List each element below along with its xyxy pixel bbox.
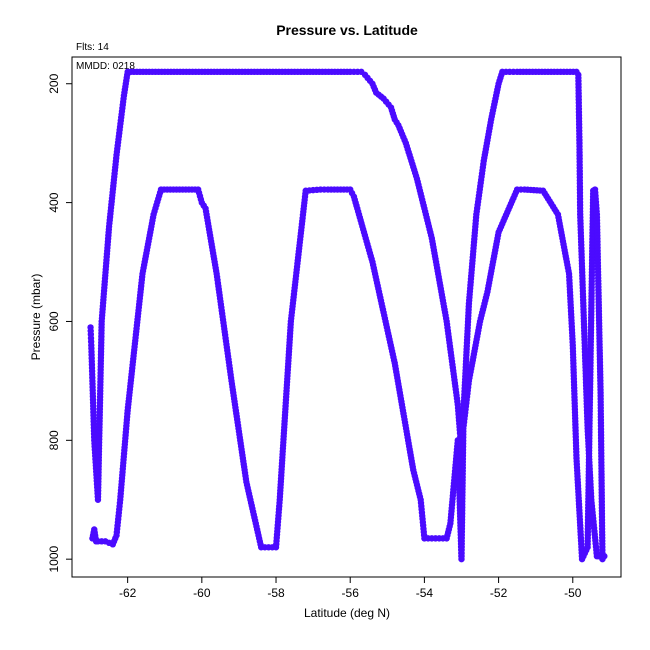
x-axis-label: Latitude (deg N): [304, 606, 390, 620]
x-tick-label: -52: [490, 586, 508, 600]
plot-frame: [72, 57, 621, 577]
y-tick-label: 800: [47, 430, 61, 450]
x-tick-label: -56: [342, 586, 360, 600]
y-axis: 200 400 600 800 1000: [47, 73, 72, 572]
x-tick-label: -60: [193, 586, 211, 600]
y-axis-label: Pressure (mbar): [29, 274, 43, 361]
x-tick-label: -58: [267, 586, 285, 600]
x-tick-label: -50: [564, 586, 582, 600]
y-tick-label: 1000: [47, 546, 61, 573]
y-tick-label: 600: [47, 311, 61, 331]
data-point: [601, 553, 607, 559]
chart-title: Pressure vs. Latitude: [276, 22, 418, 38]
x-tick-label: -62: [119, 586, 137, 600]
data-points: [87, 69, 607, 563]
y-tick-label: 200: [47, 73, 61, 93]
flights-annotation: Flts: 14: [76, 42, 109, 53]
x-axis: -62 -60 -58 -56 -54 -52 -50: [119, 577, 582, 600]
y-tick-label: 400: [47, 192, 61, 212]
x-tick-label: -54: [416, 586, 434, 600]
